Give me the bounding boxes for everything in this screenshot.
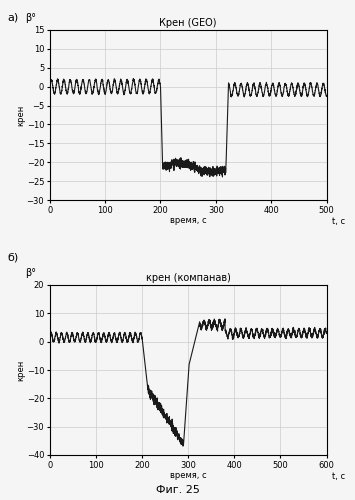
- Text: б): б): [7, 252, 18, 262]
- Text: β°: β°: [25, 268, 36, 278]
- Title: Крен (GEO): Крен (GEO): [159, 18, 217, 28]
- Text: а): а): [7, 12, 18, 22]
- Text: t, с: t, с: [332, 217, 345, 226]
- Y-axis label: крен: крен: [16, 360, 25, 380]
- X-axis label: время, с: время, с: [170, 471, 207, 480]
- Text: Фиг. 25: Фиг. 25: [155, 485, 200, 495]
- Y-axis label: крен: крен: [16, 104, 25, 126]
- X-axis label: время, с: время, с: [170, 216, 207, 225]
- Text: β°: β°: [25, 13, 36, 23]
- Text: t, с: t, с: [332, 472, 345, 481]
- Title: крен (компанав): крен (компанав): [146, 273, 231, 283]
